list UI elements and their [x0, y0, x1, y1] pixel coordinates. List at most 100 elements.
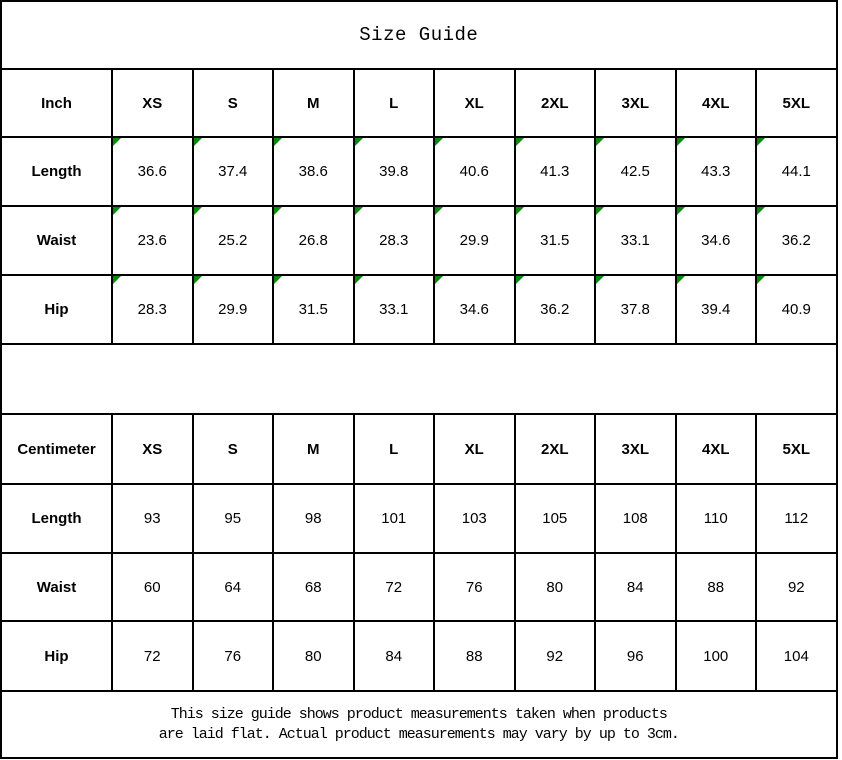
- size-column-header: XL: [433, 68, 516, 138]
- size-value-cell: 76: [191, 620, 274, 692]
- size-value-cell: 28.3: [352, 205, 435, 276]
- measurement-row-label: Hip: [0, 274, 113, 345]
- size-value: 43.3: [701, 163, 731, 180]
- green-corner-marker-icon: [354, 207, 363, 215]
- size-value-cell: 100: [674, 620, 757, 692]
- green-corner-marker-icon: [515, 207, 524, 215]
- size-value-cell: 104: [755, 620, 838, 692]
- size-value-cell: 31.5: [272, 274, 355, 345]
- size-value: 25.2: [218, 232, 248, 249]
- size-value-cell: 36.6: [111, 136, 194, 207]
- size-value-cell: 44.1: [755, 136, 838, 207]
- size-value-cell: 101: [352, 483, 435, 554]
- size-value-cell: 23.6: [111, 205, 194, 276]
- size-value: 40.6: [459, 163, 489, 180]
- size-value-cell: 110: [674, 483, 757, 554]
- size-column-header: L: [352, 68, 435, 138]
- size-value: 23.6: [137, 232, 167, 249]
- inch-hip-row: Hip 28.3 29.9 31.5 33.1 34.6 36.2 37.8 3…: [0, 274, 838, 345]
- green-corner-marker-icon: [596, 276, 604, 284]
- size-column-header: M: [272, 68, 355, 138]
- footer-note: This size guide shows product measuremen…: [0, 690, 838, 759]
- size-value: 28.3: [137, 301, 167, 318]
- size-value: 33.1: [379, 301, 409, 318]
- size-value: 28.3: [379, 232, 409, 249]
- size-value: 31.5: [298, 301, 328, 318]
- centimeter-header-row: Centimeter XS S M L XL 2XL 3XL 4XL 5XL: [0, 413, 838, 485]
- size-column-header: 2XL: [513, 68, 596, 138]
- footer-note-line-1: This size guide shows product measuremen…: [170, 705, 668, 723]
- size-value-cell: 108: [594, 483, 677, 554]
- size-value-cell: 112: [755, 483, 838, 554]
- size-value: 29.9: [218, 301, 248, 318]
- inch-length-row: Length 36.6 37.4 38.6 39.8 40.6 41.3 42.…: [0, 136, 838, 207]
- size-value-cell: 68: [272, 552, 355, 622]
- size-value-cell: 40.9: [755, 274, 838, 345]
- size-value: 34.6: [701, 232, 731, 249]
- size-value-cell: 39.4: [674, 274, 757, 345]
- green-corner-marker-icon: [435, 276, 443, 284]
- size-column-header: XS: [111, 68, 194, 138]
- size-column-header: 3XL: [594, 68, 677, 138]
- spacer-row: [0, 343, 838, 415]
- size-value: 40.9: [781, 301, 811, 318]
- centimeter-waist-row: Waist 60 64 68 72 76 80 84 88 92: [0, 552, 838, 622]
- size-value: 37.8: [620, 301, 650, 318]
- size-value-cell: 93: [111, 483, 194, 554]
- size-value-cell: 36.2: [513, 274, 596, 345]
- green-corner-marker-icon: [113, 207, 121, 215]
- size-value: 42.5: [620, 163, 650, 180]
- centimeter-length-row: Length 93 95 98 101 103 105 108 110 112: [0, 483, 838, 554]
- size-value-cell: 103: [433, 483, 516, 554]
- green-corner-marker-icon: [515, 276, 524, 284]
- green-corner-marker-icon: [113, 138, 121, 146]
- size-column-header: S: [191, 413, 274, 485]
- centimeter-hip-row: Hip 72 76 80 84 88 92 96 100 104: [0, 620, 838, 692]
- size-column-header: 4XL: [674, 68, 757, 138]
- green-corner-marker-icon: [435, 207, 443, 215]
- green-corner-marker-icon: [274, 207, 282, 215]
- size-value-cell: 38.6: [272, 136, 355, 207]
- green-corner-marker-icon: [435, 138, 443, 146]
- size-value: 39.8: [379, 163, 409, 180]
- size-value-cell: 40.6: [433, 136, 516, 207]
- size-value: 34.6: [459, 301, 489, 318]
- size-column-header: 2XL: [513, 413, 596, 485]
- size-value: 36.2: [540, 301, 570, 318]
- size-value-cell: 31.5: [513, 205, 596, 276]
- size-value: 36.6: [137, 163, 167, 180]
- size-value-cell: 34.6: [433, 274, 516, 345]
- size-value-cell: 76: [433, 552, 516, 622]
- size-value-cell: 88: [433, 620, 516, 692]
- size-value-cell: 80: [513, 552, 596, 622]
- green-corner-marker-icon: [676, 138, 685, 146]
- measurement-row-label: Length: [0, 483, 113, 554]
- unit-header-centimeter: Centimeter: [0, 413, 113, 485]
- green-corner-marker-icon: [515, 138, 524, 146]
- size-value-cell: 72: [352, 552, 435, 622]
- size-value: 33.1: [620, 232, 650, 249]
- size-value: 36.2: [781, 232, 811, 249]
- measurement-row-label: Hip: [0, 620, 113, 692]
- green-corner-marker-icon: [354, 276, 363, 284]
- size-value-cell: 34.6: [674, 205, 757, 276]
- measurement-row-label: Length: [0, 136, 113, 207]
- green-corner-marker-icon: [113, 276, 121, 284]
- green-corner-marker-icon: [274, 138, 282, 146]
- size-guide-title: Size Guide: [0, 0, 838, 70]
- size-value: 39.4: [701, 301, 731, 318]
- inch-waist-row: Waist 23.6 25.2 26.8 28.3 29.9 31.5 33.1…: [0, 205, 838, 276]
- size-value-cell: 33.1: [352, 274, 435, 345]
- size-value: 31.5: [540, 232, 570, 249]
- green-corner-marker-icon: [757, 207, 765, 215]
- size-value-cell: 96: [594, 620, 677, 692]
- size-value-cell: 37.4: [191, 136, 274, 207]
- green-corner-marker-icon: [193, 138, 202, 146]
- size-value-cell: 84: [352, 620, 435, 692]
- size-column-header: 4XL: [674, 413, 757, 485]
- size-value-cell: 92: [755, 552, 838, 622]
- green-corner-marker-icon: [757, 138, 765, 146]
- size-column-header: 3XL: [594, 413, 677, 485]
- green-corner-marker-icon: [274, 276, 282, 284]
